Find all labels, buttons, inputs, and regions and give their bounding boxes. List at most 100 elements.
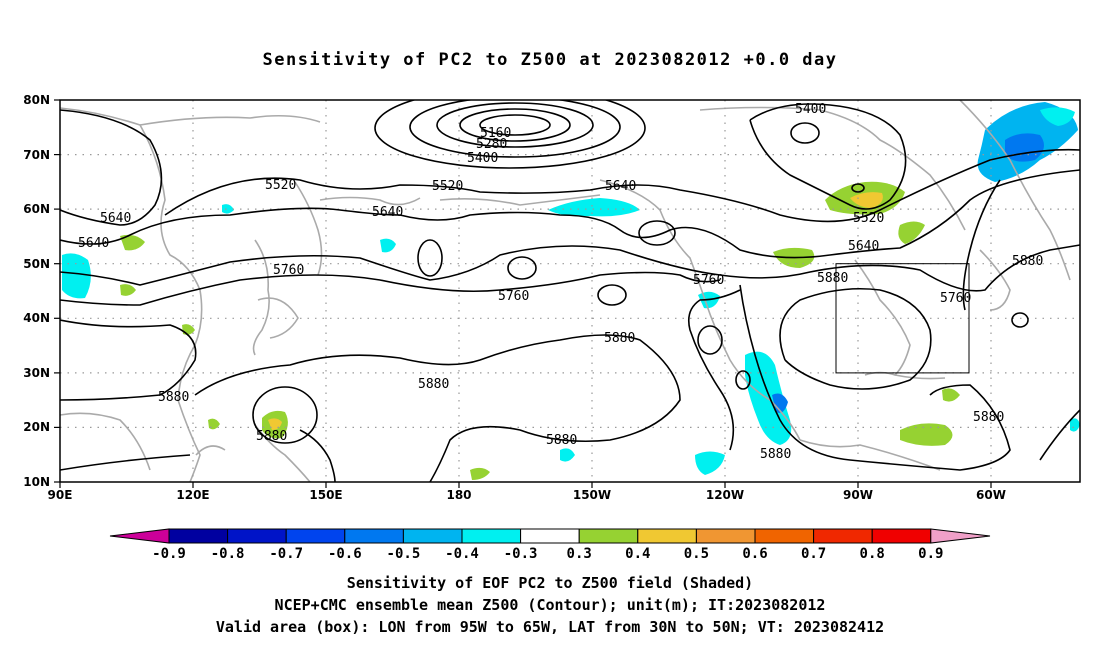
contour-label: 5520 <box>265 178 296 193</box>
lat-tick-label: 10N <box>23 475 50 489</box>
contour-label: 5160 <box>480 126 511 141</box>
map-title: Sensitivity of PC2 to Z500 at 2023082012… <box>262 50 838 70</box>
contour-label: 5640 <box>605 179 636 194</box>
colorbar-label: 0.5 <box>684 546 709 562</box>
caption-line: Sensitivity of EOF PC2 to Z500 field (Sh… <box>346 574 754 592</box>
map-frame <box>59 99 1081 483</box>
colorbar-swatch <box>695 528 756 544</box>
contour-label: 5400 <box>467 151 498 166</box>
colorbar-swatch <box>578 528 639 544</box>
shade-patch <box>560 448 575 462</box>
contour-label: 5640 <box>100 211 131 226</box>
colorbar-swatch <box>520 528 580 544</box>
colorbar-low-triangle <box>109 528 170 544</box>
colorbar-swatch <box>871 528 932 544</box>
colorbar-swatch <box>402 528 463 544</box>
shade-patch <box>120 234 145 251</box>
lon-tick-label: 180 <box>446 488 471 502</box>
contour-label: 5880 <box>760 447 791 462</box>
colorbar-swatch <box>168 528 229 544</box>
lon-tick-label: 150W <box>573 488 611 502</box>
contour-label: 5520 <box>432 179 463 194</box>
colorbar-high-triangle <box>930 528 991 544</box>
colorbar-label: 0.3 <box>567 546 592 562</box>
colorbar-swatch <box>637 528 697 544</box>
contour-label: 5880 <box>418 377 449 392</box>
lon-tick-label: 150E <box>309 488 342 502</box>
lon-tick-label: 90E <box>48 488 73 502</box>
shade-patch <box>208 418 220 430</box>
colorbar-labels: -0.9 -0.8 -0.7 -0.6 -0.5 -0.4 -0.3 0.3 0… <box>152 546 943 562</box>
shade-patch <box>942 388 960 402</box>
contour-label: 5880 <box>546 433 577 448</box>
shade-patch <box>1070 418 1080 432</box>
valid-area-box <box>835 263 970 374</box>
lat-tick-label: 20N <box>23 420 50 434</box>
shade-patch <box>898 221 925 244</box>
lon-axis-labels: 90E 120E 150E 180 150W 120W 90W 60W <box>48 488 1006 502</box>
graticule <box>60 100 1080 482</box>
lat-tick-label: 70N <box>23 148 50 162</box>
contour-label: 5880 <box>817 271 848 286</box>
colorbar-label: -0.6 <box>328 546 362 562</box>
colorbar-label: 0.6 <box>742 546 767 562</box>
contour-label: 5640 <box>848 239 879 254</box>
lat-tick-label: 30N <box>23 366 50 380</box>
colorbar-label: -0.8 <box>211 546 245 562</box>
shade-patch <box>695 451 725 475</box>
contour-label: 5760 <box>940 291 971 306</box>
colorbar-swatch <box>344 528 404 544</box>
contour-label: 5880 <box>1012 254 1043 269</box>
colorbar-label: 0.7 <box>801 546 826 562</box>
contour-label: 5880 <box>256 429 287 444</box>
shade-patch <box>380 238 396 253</box>
colorbar-swatch <box>285 528 346 544</box>
contour-labels: 5160 5280 5400 5400 5520 5520 5640 5640 … <box>78 102 1043 462</box>
contour-label: 5760 <box>693 273 724 288</box>
lat-tick-label: 60N <box>23 202 50 216</box>
lat-tick-label: 50N <box>23 257 50 271</box>
colorbar-swatch <box>813 528 873 544</box>
colorbar <box>109 528 991 544</box>
shade-patch <box>222 204 234 214</box>
colorbar-swatch <box>227 528 287 544</box>
z500-contours <box>60 100 1080 482</box>
contour-label: 5520 <box>853 211 884 226</box>
shade-patch <box>850 192 883 208</box>
contour-label: 5400 <box>795 102 826 117</box>
colorbar-label: -0.5 <box>387 546 421 562</box>
colorbar-label: -0.3 <box>504 546 538 562</box>
shade-patch <box>470 467 490 480</box>
contour-label: 5760 <box>273 263 304 278</box>
lat-tick-label: 80N <box>23 93 50 107</box>
contour-label: 5880 <box>973 410 1004 425</box>
lon-tick-label: 60W <box>976 488 1006 502</box>
shade-patch <box>772 393 788 413</box>
contour-label: 5880 <box>158 390 189 405</box>
lon-tick-label: 120E <box>176 488 209 502</box>
colorbar-swatch <box>754 528 815 544</box>
shade-patch <box>900 423 953 446</box>
colorbar-label: 0.4 <box>625 546 650 562</box>
colorbar-swatch <box>461 528 522 544</box>
shade-patch <box>62 253 91 299</box>
colorbar-label: 0.8 <box>860 546 885 562</box>
colorbar-label: -0.9 <box>152 546 186 562</box>
colorbar-label: 0.9 <box>918 546 943 562</box>
contour-label: 5760 <box>498 289 529 304</box>
shade-patch <box>548 198 640 217</box>
caption-block: Sensitivity of EOF PC2 to Z500 field (Sh… <box>0 572 1100 638</box>
shade-patch <box>1040 107 1075 126</box>
caption-line: Valid area (box): LON from 95W to 65W, L… <box>215 618 885 636</box>
lon-tick-label: 90W <box>843 488 873 502</box>
sensitivity-shading <box>62 102 1080 480</box>
colorbar-label: -0.4 <box>445 546 479 562</box>
caption-line: NCEP+CMC ensemble mean Z500 (Contour); u… <box>274 596 826 614</box>
tick-marks <box>54 99 992 488</box>
lat-axis-labels: 80N 70N 60N 50N 40N 30N 20N 10N <box>23 93 50 489</box>
contour-label: 5640 <box>372 205 403 220</box>
lon-tick-label: 120W <box>706 488 744 502</box>
lat-tick-label: 40N <box>23 311 50 325</box>
colorbar-label: -0.7 <box>269 546 303 562</box>
